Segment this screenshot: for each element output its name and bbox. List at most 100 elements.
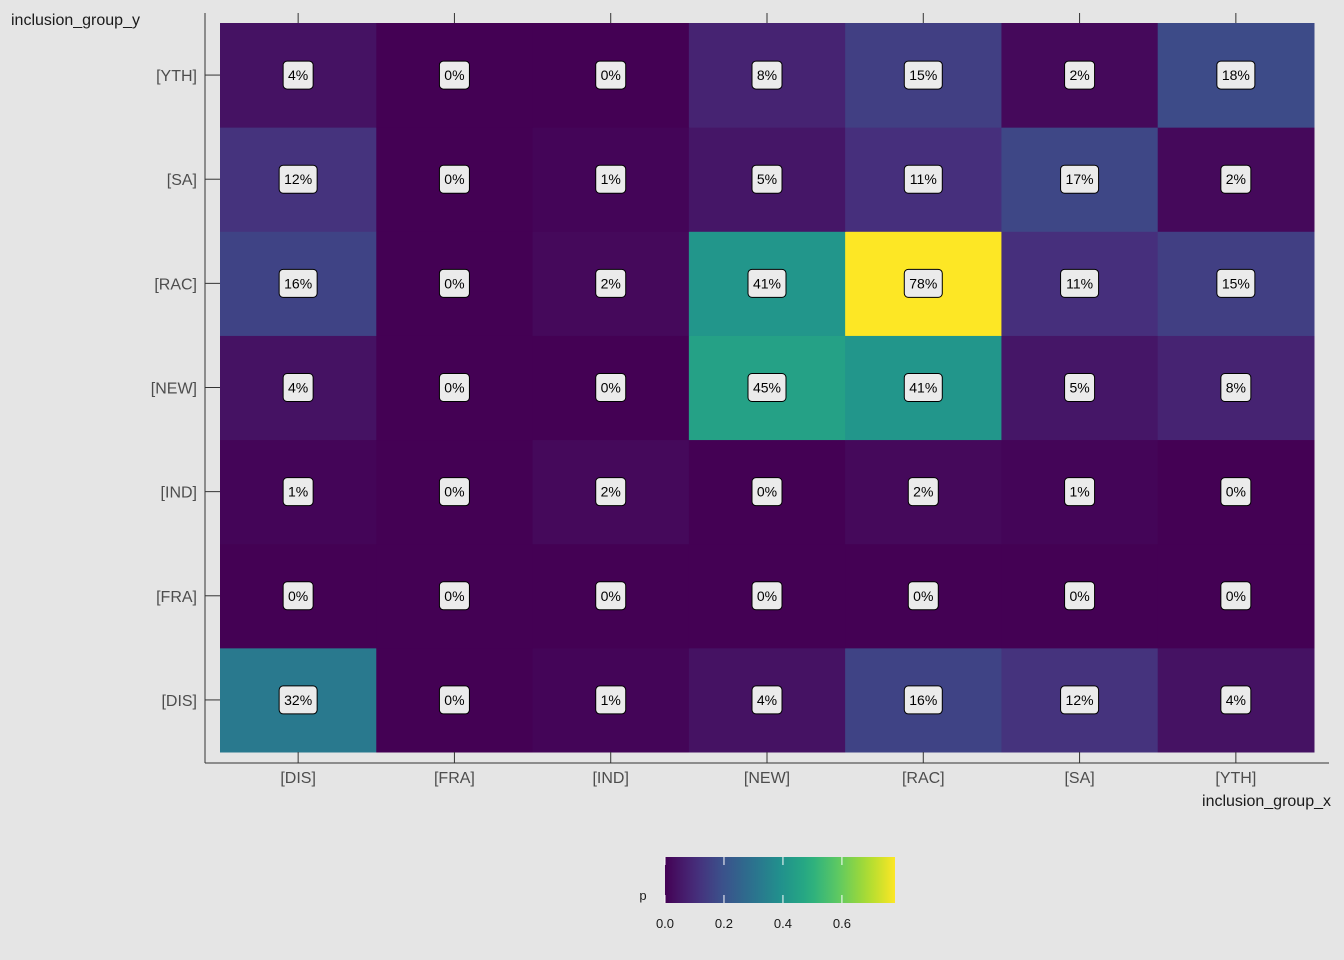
cell-label-text: 4% <box>1226 692 1246 708</box>
cell-label: 2% <box>595 268 627 298</box>
cell-label: 17% <box>1060 164 1100 194</box>
cell-label: 0% <box>751 581 783 611</box>
cell-label-text: 5% <box>1069 380 1089 396</box>
cell-label-box <box>278 268 318 298</box>
cell-label-box <box>595 60 627 90</box>
y-tick-label: [RAC] <box>154 276 197 293</box>
cell-label: 2% <box>907 477 939 507</box>
cell-label-box <box>751 477 783 507</box>
cell-label-box <box>278 685 318 715</box>
cell-label: 1% <box>1064 477 1096 507</box>
cell-label-text: 15% <box>909 67 937 83</box>
cell-label-text: 0% <box>757 588 777 604</box>
cell-label: 8% <box>1220 373 1252 402</box>
cell-label-text: 4% <box>288 380 308 396</box>
cell-label-box <box>907 477 939 507</box>
cell-label-text: 0% <box>913 588 933 604</box>
legend-tick-label: 0.6 <box>833 916 851 931</box>
cell-label: 45% <box>747 373 787 402</box>
cell-label: 0% <box>595 373 627 402</box>
cell-label: 11% <box>903 164 943 194</box>
y-tick-label: [DIS] <box>161 693 197 710</box>
x-axis-title: inclusion_group_x <box>1202 793 1331 810</box>
heatmap-cells <box>220 23 1315 753</box>
cell-label-text: 1% <box>1069 484 1089 500</box>
cell-label-box <box>1216 60 1256 90</box>
cell-label-box <box>595 268 627 298</box>
cell-label-box <box>903 685 943 715</box>
cell-label: 0% <box>595 60 627 90</box>
cell-label-box <box>278 164 318 194</box>
cell-label: 8% <box>751 60 783 90</box>
cell-label-text: 0% <box>444 171 464 187</box>
cell-label-text: 0% <box>444 380 464 396</box>
cell-label: 2% <box>1220 164 1252 194</box>
x-tick-label: [FRA] <box>434 770 475 787</box>
cell-label-text: 0% <box>444 484 464 500</box>
cell-label: 16% <box>903 685 943 715</box>
legend-tick-label: 0.4 <box>774 916 792 931</box>
cell-label-box <box>903 268 943 298</box>
cell-label-text: 0% <box>1226 484 1246 500</box>
cell-label-text: 12% <box>1066 692 1094 708</box>
cell-label-text: 15% <box>1222 275 1250 291</box>
cell-label: 18% <box>1216 60 1256 90</box>
cell-label: 4% <box>282 60 314 90</box>
cell-label-text: 0% <box>1069 588 1089 604</box>
cell-label-text: 17% <box>1066 171 1094 187</box>
cell-label: 0% <box>438 373 470 402</box>
cell-label-box <box>1064 373 1096 402</box>
cell-label-text: 4% <box>757 692 777 708</box>
cell-label-box <box>438 268 470 298</box>
cell-label-text: 16% <box>284 275 312 291</box>
cell-label: 0% <box>438 685 470 715</box>
legend-tick-label: 0.2 <box>715 916 733 931</box>
cell-label-box <box>1220 373 1252 402</box>
cell-label-box <box>282 60 314 90</box>
cell-label-box <box>1220 477 1252 507</box>
cell-label-box <box>751 60 783 90</box>
y-tick-label: [NEW] <box>151 381 197 398</box>
cell-label-text: 0% <box>601 588 621 604</box>
legend-ticks: 0.0 0.2 0.4 0.6 <box>656 857 851 931</box>
cell-label-box <box>1216 268 1256 298</box>
cell-label: 0% <box>907 581 939 611</box>
cell-label-box <box>595 373 627 402</box>
cell-label: 5% <box>751 164 783 194</box>
cell-label: 0% <box>438 581 470 611</box>
cell-label: 1% <box>282 477 314 507</box>
cell-label: 1% <box>595 164 627 194</box>
cell-label-box <box>903 60 943 90</box>
cell-label-box <box>1060 685 1100 715</box>
legend-title: p <box>639 888 646 903</box>
cell-label: 78% <box>903 268 943 298</box>
cell-label-text: 0% <box>444 67 464 83</box>
cell-label-text: 11% <box>1066 275 1093 291</box>
cell-label-text: 11% <box>910 171 937 187</box>
cell-label: 12% <box>1060 685 1100 715</box>
cell-label-box <box>1064 60 1096 90</box>
cell-label: 0% <box>1220 581 1252 611</box>
cell-label: 12% <box>278 164 318 194</box>
cell-label-text: 45% <box>753 380 781 396</box>
cell-label-text: 41% <box>909 380 937 396</box>
cell-label: 0% <box>438 268 470 298</box>
cell-label: 0% <box>751 477 783 507</box>
cell-label: 0% <box>438 60 470 90</box>
cell-label-text: 1% <box>601 171 621 187</box>
cell-label-text: 4% <box>288 67 308 83</box>
cell-label-box <box>595 581 627 611</box>
cell-label-text: 1% <box>601 692 621 708</box>
cell-label-box <box>438 60 470 90</box>
cell-label-text: 41% <box>753 275 781 291</box>
cell-label-box <box>1220 164 1252 194</box>
cell-label-text: 32% <box>284 692 312 708</box>
x-tick-label: [NEW] <box>744 770 790 787</box>
cell-label-text: 1% <box>288 484 308 500</box>
color-legend: p 0.0 0.2 0.4 0.6 <box>639 857 895 931</box>
cell-label-box <box>438 477 470 507</box>
cell-label: 4% <box>1220 685 1252 715</box>
cell-label-text: 0% <box>601 67 621 83</box>
cell-label: 2% <box>1064 60 1096 90</box>
